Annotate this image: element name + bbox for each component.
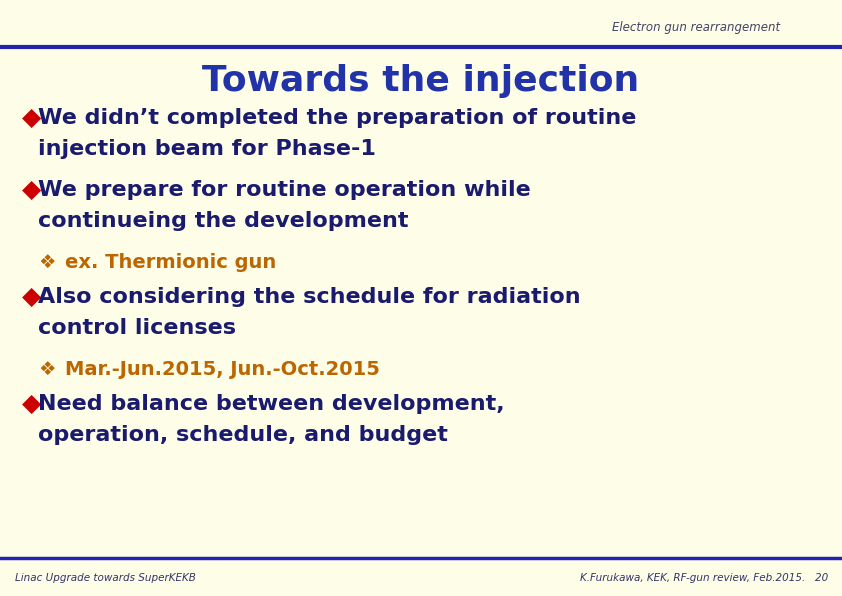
Text: ❖: ❖ bbox=[38, 253, 56, 272]
Text: Also considering the schedule for radiation: Also considering the schedule for radiat… bbox=[38, 287, 581, 307]
Text: control licenses: control licenses bbox=[38, 318, 236, 338]
Text: injection beam for Phase-1: injection beam for Phase-1 bbox=[38, 139, 376, 159]
Text: We prepare for routine operation while: We prepare for routine operation while bbox=[38, 180, 530, 200]
Text: ex. Thermionic gun: ex. Thermionic gun bbox=[65, 253, 276, 272]
Text: continueing the development: continueing the development bbox=[38, 211, 408, 231]
Text: ◆: ◆ bbox=[22, 285, 41, 309]
Text: ◆: ◆ bbox=[22, 392, 41, 417]
Text: Mar.-Jun.2015, Jun.-Oct.2015: Mar.-Jun.2015, Jun.-Oct.2015 bbox=[65, 360, 380, 378]
Text: ◆: ◆ bbox=[22, 178, 41, 202]
Text: Towards the injection: Towards the injection bbox=[202, 64, 640, 98]
Text: ❖: ❖ bbox=[38, 360, 56, 378]
Text: Linac Upgrade towards SuperKEKB: Linac Upgrade towards SuperKEKB bbox=[15, 573, 196, 583]
Text: K.Furukawa, KEK, RF-gun review, Feb.2015.   20: K.Furukawa, KEK, RF-gun review, Feb.2015… bbox=[580, 573, 828, 583]
Text: Electron gun rearrangement: Electron gun rearrangement bbox=[612, 21, 780, 35]
Text: operation, schedule, and budget: operation, schedule, and budget bbox=[38, 426, 448, 445]
Text: ◆: ◆ bbox=[22, 106, 41, 130]
Text: We didn’t completed the preparation of routine: We didn’t completed the preparation of r… bbox=[38, 108, 637, 128]
Text: Need balance between development,: Need balance between development, bbox=[38, 395, 504, 414]
